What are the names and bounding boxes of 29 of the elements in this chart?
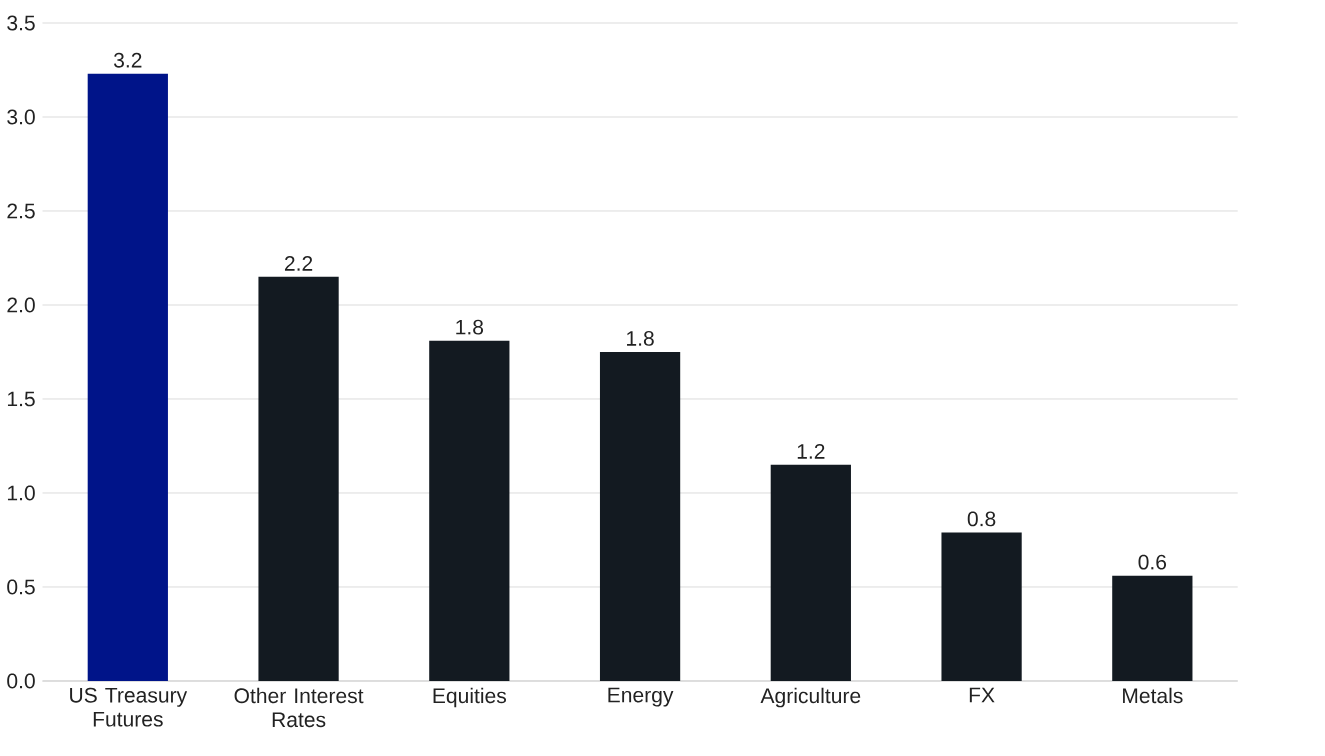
bar xyxy=(87,73,168,682)
bar xyxy=(770,464,851,682)
data-label: 0.8 xyxy=(967,511,996,527)
y-tick-label: 0.5 xyxy=(7,579,35,595)
x-tick-label: Agriculture xyxy=(760,687,861,708)
bar xyxy=(1112,575,1193,682)
y-tick-label: 2.5 xyxy=(7,203,35,219)
bar xyxy=(258,276,339,682)
y-tick-label: 0.0 xyxy=(7,673,35,689)
x-tick-label: Other Interest Rates xyxy=(234,687,364,728)
bar xyxy=(941,532,1022,682)
data-label: 2.2 xyxy=(284,256,313,271)
y-tick-label: 1.5 xyxy=(7,391,35,407)
x-tick-label: US Treasury Futures xyxy=(70,687,188,727)
data-label: 0.6 xyxy=(1138,554,1167,570)
x-tick-label: Energy xyxy=(608,687,674,707)
y-tick-label: 3.5 xyxy=(7,15,35,31)
y-tick-label: 3.0 xyxy=(7,109,35,125)
data-label: 1.8 xyxy=(456,319,484,335)
data-label: 1.2 xyxy=(797,444,825,459)
x-tick-label: Metals xyxy=(1123,687,1183,704)
data-label: 1.8 xyxy=(627,331,654,347)
bar xyxy=(599,352,681,682)
y-tick-label: 2.0 xyxy=(7,297,35,313)
x-tick-label: Equities xyxy=(433,687,507,708)
x-tick-label: FX xyxy=(969,687,995,703)
bar xyxy=(429,340,510,682)
y-tick-label: 1.0 xyxy=(7,485,35,501)
data-label: 3.2 xyxy=(113,52,142,68)
